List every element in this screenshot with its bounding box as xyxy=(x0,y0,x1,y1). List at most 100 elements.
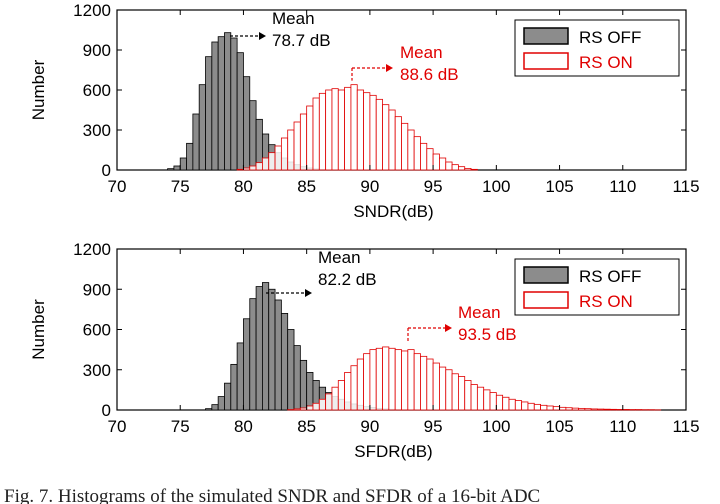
annotation-mean-value: 93.5 dB xyxy=(458,325,517,344)
x-tick-label: 100 xyxy=(482,177,510,196)
histogram-bar xyxy=(401,350,409,411)
histogram-bar xyxy=(420,355,428,411)
histogram-bar xyxy=(457,166,466,171)
histogram-bar xyxy=(331,386,339,411)
annotation-mean-label: Mean xyxy=(318,248,361,267)
y-tick-label: 300 xyxy=(83,121,111,140)
histogram-bar xyxy=(502,396,510,411)
histogram-bar xyxy=(262,282,270,411)
histogram-bar xyxy=(426,148,434,171)
legend-label: RS OFF xyxy=(579,28,641,47)
y-tick-label: 900 xyxy=(83,280,111,299)
annotation-mean-value: 78.7 dB xyxy=(272,31,331,50)
histogram-bar xyxy=(394,349,402,411)
x-tick-label: 85 xyxy=(297,417,316,436)
histogram-bar xyxy=(325,89,333,171)
legend: RS OFF RS ON xyxy=(514,258,680,316)
histogram-bar xyxy=(375,347,383,411)
histogram-bar xyxy=(249,165,257,171)
histogram-bar xyxy=(597,408,605,411)
legend-swatch xyxy=(523,27,569,45)
histogram-bar xyxy=(192,113,200,171)
histogram-bar xyxy=(356,89,364,171)
histogram-bar xyxy=(483,389,491,411)
histogram-bar xyxy=(420,142,428,171)
histogram-bar xyxy=(306,372,314,411)
histogram-bar xyxy=(382,346,390,411)
histogram-bar xyxy=(293,408,301,411)
histogram-bar xyxy=(571,407,579,411)
histogram-bar xyxy=(451,373,459,411)
histogram-bar xyxy=(243,167,251,171)
x-axis-label: SNDR(dB) xyxy=(353,202,433,221)
annotation-mean-value: 82.2 dB xyxy=(318,270,377,289)
histogram-bar xyxy=(451,164,459,171)
x-tick-label: 105 xyxy=(545,417,573,436)
histogram-bar xyxy=(559,406,567,411)
histogram-bar xyxy=(514,400,523,411)
histogram-bar xyxy=(268,152,276,171)
histogram-bar xyxy=(369,349,377,411)
x-tick-label: 115 xyxy=(672,417,699,436)
x-tick-label: 115 xyxy=(672,177,699,196)
x-tick-label: 95 xyxy=(424,417,443,436)
histogram-bar xyxy=(217,36,225,171)
histogram-bar xyxy=(407,349,415,411)
legend-swatch xyxy=(523,52,569,70)
histogram-bar xyxy=(205,56,213,171)
histogram-bar xyxy=(167,168,175,171)
histogram-bar xyxy=(325,393,333,411)
histogram-bar xyxy=(306,405,314,411)
histogram-bar xyxy=(622,409,630,411)
mean-annotation: Mean 82.2 dB xyxy=(266,248,377,297)
annotation-mean-label: Mean xyxy=(400,43,443,62)
histogram-bar xyxy=(363,353,371,411)
x-tick-label: 80 xyxy=(234,177,253,196)
annotation-arrow-head xyxy=(386,64,393,72)
series-rs-on xyxy=(236,84,478,171)
y-axis-label: Number xyxy=(29,59,48,120)
y-tick-label: 600 xyxy=(83,321,111,340)
histogram-bar xyxy=(205,408,213,411)
histogram-bar xyxy=(186,142,194,171)
histogram-bar xyxy=(590,408,598,411)
histogram-bar xyxy=(439,157,447,171)
histogram-bar xyxy=(331,88,339,171)
histogram-bar xyxy=(293,345,301,411)
histogram-bar xyxy=(274,145,282,171)
histogram-bar xyxy=(552,406,560,411)
histogram-bar xyxy=(274,299,282,411)
histogram-bar xyxy=(236,52,244,171)
histogram-bar xyxy=(211,404,219,411)
x-tick-label: 110 xyxy=(609,177,636,196)
histogram-bar xyxy=(255,162,263,171)
histogram-bar xyxy=(299,407,308,411)
histogram-bar xyxy=(546,405,554,411)
histogram-bar xyxy=(445,369,453,411)
legend-swatch xyxy=(523,266,569,284)
annotation-mean-value: 88.6 dB xyxy=(400,65,459,84)
y-tick-label: 900 xyxy=(83,41,111,60)
x-tick-label: 105 xyxy=(545,177,573,196)
histogram-bar xyxy=(439,366,447,411)
histogram-bar xyxy=(312,402,320,411)
histogram-bar xyxy=(540,404,548,411)
histogram-panel-sndr: 70 75 80 85 90 95 100 105 110 115 0 300 600 900 1200 SN… xyxy=(29,1,700,221)
histogram-bar xyxy=(401,122,409,171)
mean-annotation: Mean 93.5 dB xyxy=(407,303,517,344)
x-tick-label: 70 xyxy=(108,417,127,436)
histogram-bar xyxy=(432,362,440,411)
y-tick-label: 300 xyxy=(83,361,111,380)
histogram-panel-sfdr: 70 75 80 85 90 95 100 105 110 115 0 300 600 900 1200 SF… xyxy=(29,240,700,461)
histogram-bar xyxy=(287,129,295,171)
histogram-bar xyxy=(388,347,396,411)
histogram-bar xyxy=(312,97,320,171)
histogram-bar xyxy=(521,401,529,411)
histogram-bar xyxy=(268,288,276,411)
histogram-bar xyxy=(489,392,497,411)
x-tick-label: 110 xyxy=(609,417,636,436)
legend-swatch xyxy=(523,291,569,309)
annotation-arrow-head xyxy=(445,324,452,332)
histogram-bar xyxy=(236,342,244,411)
x-tick-label: 75 xyxy=(171,417,190,436)
